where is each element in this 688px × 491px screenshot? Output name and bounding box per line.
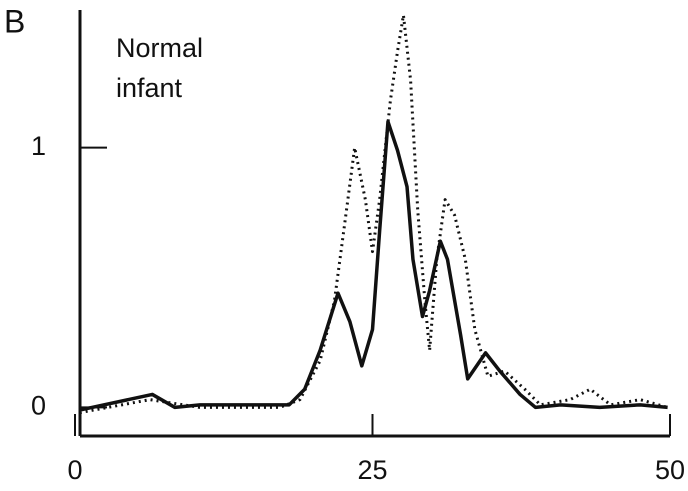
x-tick-label: 50 (655, 455, 685, 485)
annotation: Normal (116, 33, 203, 63)
line-series (79, 119, 668, 412)
y-tick-label: 0 (31, 391, 46, 421)
x-tick-label: 25 (357, 455, 387, 485)
y-tick-label: 1 (31, 131, 46, 161)
annotation: infant (116, 73, 183, 103)
x-tick-label: 0 (67, 455, 82, 485)
panel-label: B (4, 3, 25, 39)
